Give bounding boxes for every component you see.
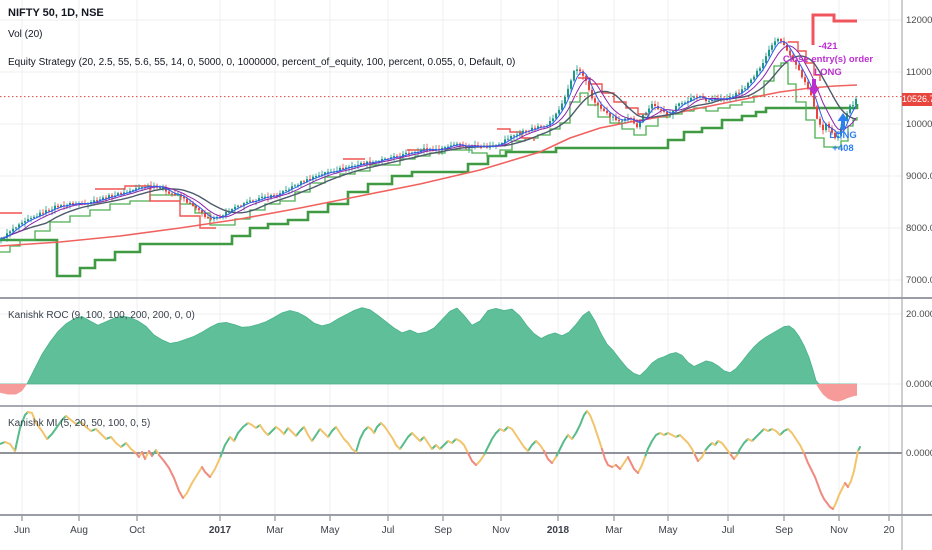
- axis-tick-label: 9000.00: [906, 171, 932, 182]
- stop-level-line: [811, 13, 857, 45]
- sell-arrow-icon: [808, 79, 820, 96]
- time-axis-label: Sep: [775, 525, 793, 536]
- roc-positive-area: [0, 307, 857, 385]
- time-axis-label: 20: [883, 525, 895, 536]
- axis-tick-label: 11000.00: [906, 67, 932, 78]
- close-order-label: Close entry(s) order LONG: [782, 54, 874, 78]
- time-axis-label: Jun: [13, 525, 31, 536]
- ma-fast-line: [0, 41, 857, 239]
- strategy-lower-band-thick: [0, 104, 859, 278]
- long-order-qty: +408: [832, 143, 854, 154]
- axis-tick-label: 10000.00: [906, 119, 932, 130]
- close-order-annotation: -421 Close entry(s) order LONG: [770, 40, 886, 79]
- time-axis-label: 2017: [208, 525, 232, 536]
- mi-indicator-label[interactable]: Kanishk MI (5, 20, 50, 100, 0, 5): [8, 418, 151, 429]
- time-axis-label: 2018: [546, 525, 570, 536]
- axis-tick-label: 8000.00: [906, 223, 932, 234]
- time-axis-label: May: [320, 525, 340, 536]
- axis-tick-label: 0.0000: [906, 379, 932, 390]
- equity-strategy-label[interactable]: Equity Strategy (20, 2.5, 55, 5.6, 55, 1…: [8, 57, 516, 68]
- long-order-label: LONG: [829, 130, 857, 141]
- time-axis-label: Sep: [434, 525, 452, 536]
- long-order-annotation: LONG +408: [813, 129, 873, 155]
- ma-55-line: [0, 55, 857, 239]
- strategy-upper-band: [788, 41, 821, 81]
- time-axis-label: Nov: [492, 525, 510, 536]
- close-order-qty: -421: [818, 41, 838, 52]
- axis-tick-label: 20.0000: [906, 309, 932, 320]
- chart-legend: NIFTY 50, 1D, NSE Vol (20) Equity Strate…: [8, 6, 515, 68]
- time-axis-label: Mar: [266, 525, 284, 536]
- time-axis-label: Aug: [70, 525, 88, 536]
- axis-tick-label: 0.0000: [906, 448, 932, 459]
- vol-indicator-label[interactable]: Vol (20): [8, 29, 43, 40]
- roc-indicator-label[interactable]: Kanishk ROC (9, 100, 100, 200, 200, 0, 0…: [8, 310, 195, 321]
- time-axis-label: Jul: [381, 525, 395, 536]
- strategy-upper-band: [95, 185, 216, 229]
- time-axis[interactable]: Jun Aug Oct 2017 Mar May Jul Sep Nov 2018 Mar May Ju…: [0, 516, 932, 550]
- last-price-badge: 10526.75: [902, 93, 932, 106]
- time-axis-label: Oct: [129, 525, 145, 536]
- mi-line-segment: [0, 410, 861, 459]
- axis-tick-label: 7000.00: [906, 275, 932, 286]
- ma-mid-line: [0, 45, 857, 239]
- time-axis-label: May: [658, 525, 678, 536]
- symbol-title[interactable]: NIFTY 50, 1D, NSE: [8, 7, 104, 19]
- buy-arrow-icon: [837, 113, 849, 130]
- axis-tick-label: 12000.00: [906, 15, 932, 26]
- time-axis-label: Mar: [605, 525, 623, 536]
- mi-line-segment: [135, 448, 849, 510]
- mi-line-segment: [4, 410, 859, 510]
- time-axis-label: Jul: [721, 525, 735, 536]
- time-axis-label: Nov: [830, 525, 848, 536]
